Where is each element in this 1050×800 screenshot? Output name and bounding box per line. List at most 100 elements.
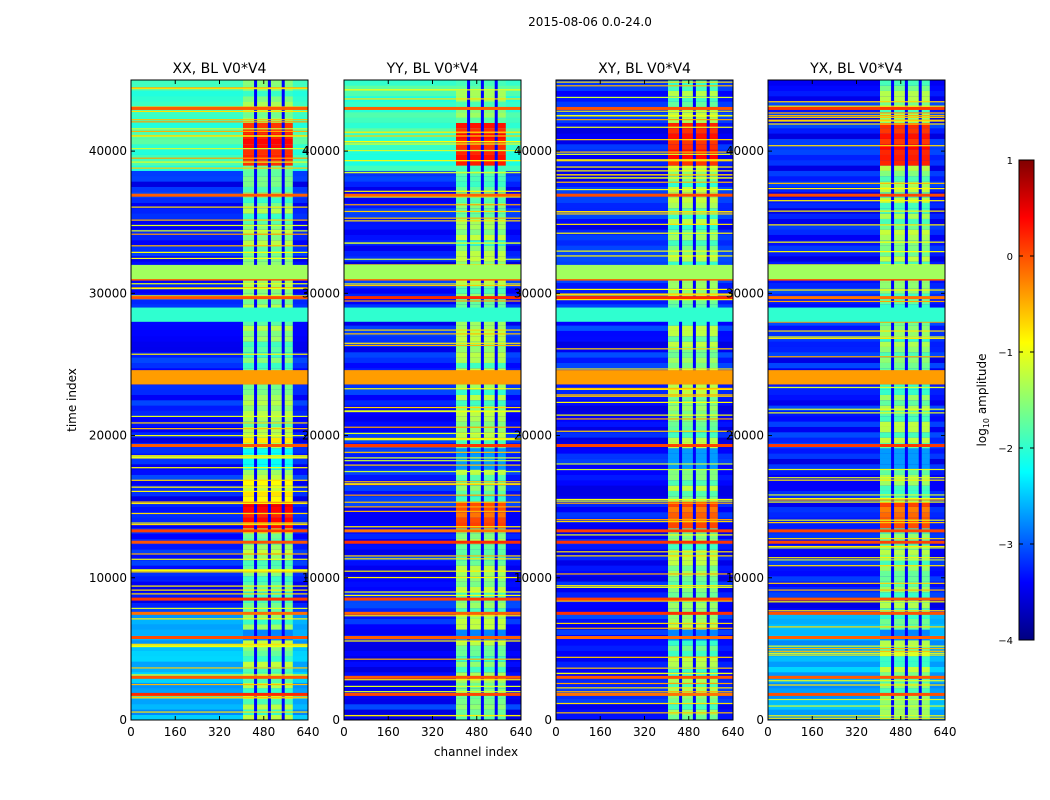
heatmap-row [768,533,945,539]
x-tick-label: 160 [164,725,187,739]
time-line [131,553,308,555]
heatmap-row [768,522,945,529]
hot-row [556,444,733,448]
time-line [344,483,521,486]
heatmap-row [131,389,308,395]
time-line [131,645,308,648]
heatmap-row [768,656,945,662]
heatmap-row [131,608,308,614]
rfi-gap [679,80,683,720]
heatmap-row [344,618,521,625]
time-line [768,715,945,717]
heatmap-row [344,176,521,182]
time-line [344,98,521,100]
time-line [131,110,308,113]
heatmap-row [556,357,733,363]
broad-band [556,264,733,280]
heatmap-row [131,448,308,454]
hot-row [344,106,521,110]
heatmap-row [556,496,733,502]
heatmap-row [344,181,521,187]
heatmap-row [131,496,308,502]
time-line [131,87,308,89]
heatmap-row [344,357,521,363]
time-line [344,190,521,192]
heatmap-row [344,522,521,529]
heatmap-row [556,581,733,587]
heatmap-row [768,320,945,326]
heatmap-row [344,432,521,438]
time-line [768,112,945,114]
heatmap-row [768,224,945,230]
heatmap-row [556,304,733,310]
heatmap-row [768,512,945,518]
heatmap-row [768,485,945,491]
heatmap-row [344,560,521,566]
heatmap-row [344,474,521,481]
time-line [344,242,521,244]
heatmap-row [344,362,521,369]
heatmap-row [131,677,308,683]
time-line [131,674,308,676]
broad-band [556,370,733,385]
heatmap-row [131,560,308,566]
time-line [344,501,521,503]
heatmap-row [768,490,945,497]
time-line [768,654,945,656]
time-line [344,149,521,152]
time-line [556,682,733,685]
colorbar-tick-label: −4 [998,636,1013,647]
time-line [344,160,521,162]
rfi-gap [267,80,271,720]
colorbar-label-sub: 10 [982,418,991,428]
heatmap-row [556,672,733,678]
time-line [131,696,308,698]
hot-row [768,675,945,679]
heatmap-row [344,453,521,459]
heatmap-row [556,101,733,107]
heatmap-row [768,101,945,107]
heatmap-row [768,410,945,417]
heatmap-row [556,522,733,529]
time-line [768,601,945,603]
time-line [556,600,733,602]
heatmap-row [131,325,308,331]
heatmap-row [556,698,733,705]
heatmap-row [768,144,945,150]
time-line [131,287,308,289]
heatmap-row [768,304,945,310]
time-line [131,593,308,595]
heatmap-row [556,362,733,369]
hot-row [344,193,521,197]
broad-band [556,307,733,322]
hot-row [768,597,945,601]
time-line [344,439,521,441]
heatmap-row [768,698,945,705]
heatmap-row [768,288,945,294]
heatmap-row [768,330,945,337]
time-line [556,534,733,536]
time-line [131,479,308,481]
heatmap-row [556,213,733,219]
heatmap-row [131,586,308,593]
heatmap-row [344,709,521,715]
heatmap-row [768,666,945,673]
time-line [556,255,733,257]
time-line [768,187,945,190]
heatmap-row [556,512,733,518]
heatmap-row [131,288,308,294]
x-tick-label: 640 [722,725,745,739]
heatmap-row [344,320,521,326]
hot-row [131,193,308,197]
time-line [556,520,733,523]
heatmap-row [131,282,308,289]
time-line [768,684,945,686]
heatmap-row [131,522,308,529]
heatmap-row [344,85,521,91]
heatmap-row [768,176,945,182]
time-line [768,589,945,591]
time-line [556,691,733,693]
heatmap-row [344,341,521,347]
hot-row [131,675,308,679]
time-line [131,121,308,123]
